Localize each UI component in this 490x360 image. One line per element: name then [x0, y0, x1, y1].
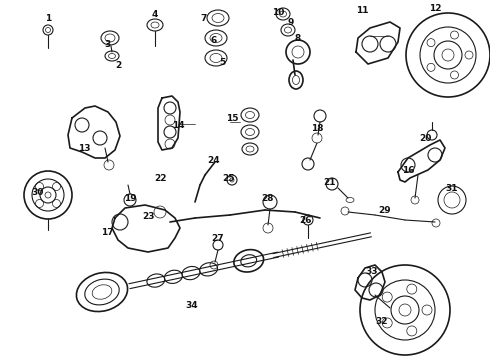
Text: 9: 9: [288, 18, 294, 27]
Text: 34: 34: [186, 302, 198, 310]
Text: 31: 31: [446, 184, 458, 193]
Text: 13: 13: [78, 144, 90, 153]
Text: 11: 11: [356, 5, 368, 14]
Text: 2: 2: [115, 60, 121, 69]
Text: 3: 3: [104, 40, 110, 49]
Text: 20: 20: [419, 134, 431, 143]
Text: 16: 16: [402, 166, 414, 175]
Text: 18: 18: [311, 123, 323, 132]
Text: 10: 10: [272, 8, 284, 17]
Text: 21: 21: [324, 177, 336, 186]
Text: 22: 22: [154, 174, 166, 183]
Text: 28: 28: [262, 194, 274, 202]
Text: 32: 32: [376, 318, 388, 327]
Text: 26: 26: [299, 216, 311, 225]
Text: 17: 17: [100, 228, 113, 237]
Text: 33: 33: [366, 267, 378, 276]
Text: 14: 14: [172, 121, 184, 130]
Text: 8: 8: [295, 33, 301, 42]
Text: 1: 1: [45, 14, 51, 23]
Text: 6: 6: [211, 36, 217, 45]
Text: 15: 15: [226, 113, 238, 122]
Text: 23: 23: [142, 212, 154, 220]
Text: 5: 5: [219, 58, 225, 67]
Text: 24: 24: [208, 156, 220, 165]
Text: 12: 12: [429, 4, 441, 13]
Text: 4: 4: [152, 9, 158, 18]
Text: 29: 29: [379, 206, 392, 215]
Text: 19: 19: [123, 194, 136, 202]
Text: 27: 27: [212, 234, 224, 243]
Text: 25: 25: [222, 174, 234, 183]
Text: 7: 7: [201, 14, 207, 23]
Text: 30: 30: [32, 188, 44, 197]
